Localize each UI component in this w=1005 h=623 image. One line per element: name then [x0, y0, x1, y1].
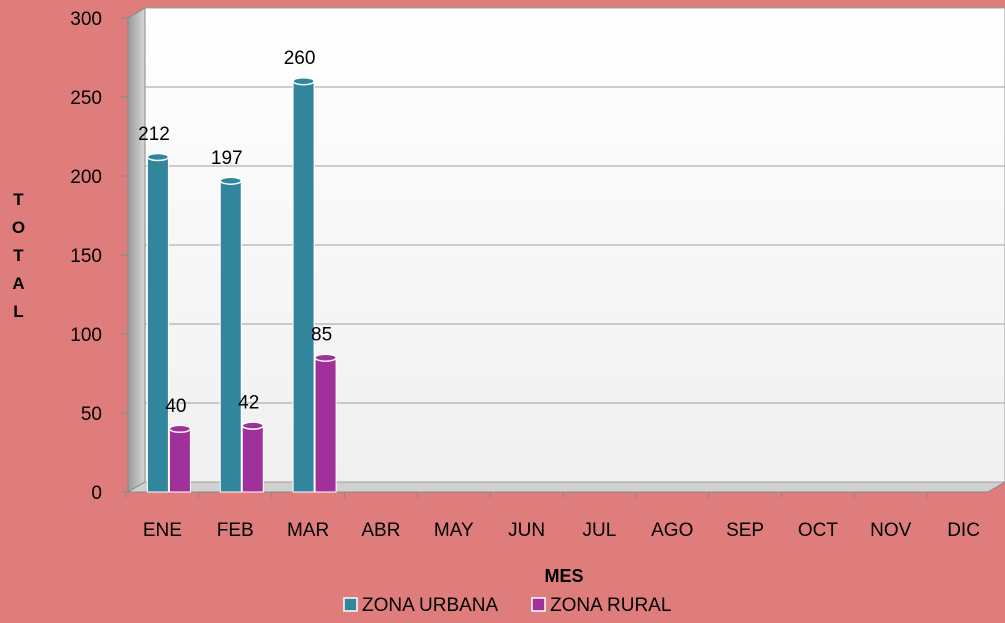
- x-tick-label: MAR: [287, 520, 329, 541]
- x-tick-label: SEP: [726, 520, 764, 541]
- legend-label: ZONA URBANA: [362, 595, 499, 616]
- y-tick-label: 300: [70, 9, 102, 30]
- y-tick-label: 0: [91, 483, 102, 504]
- y-tick-label: 50: [81, 404, 102, 425]
- x-tick-label: NOV: [870, 520, 912, 541]
- legend-label: ZONA RURAL: [550, 595, 671, 616]
- legend-swatch: [343, 597, 358, 612]
- x-tick-label: ENE: [143, 520, 182, 541]
- bar-top: [314, 353, 337, 362]
- bar: [241, 425, 264, 493]
- bar: [168, 428, 191, 493]
- x-tick-label: OCT: [798, 520, 839, 541]
- y-tick-label: 150: [70, 246, 102, 267]
- bar-top: [241, 421, 264, 430]
- bar-top: [168, 424, 192, 434]
- x-tick-label: JUL: [583, 520, 617, 541]
- x-tick-label: AGO: [651, 520, 693, 541]
- bar-top: [292, 76, 315, 86]
- x-tick-label: DIC: [947, 520, 980, 541]
- bar: [292, 80, 315, 493]
- bar: [146, 156, 169, 493]
- bar-top: [146, 152, 170, 162]
- value-label: 212: [138, 124, 170, 145]
- x-axis-label: MES: [544, 566, 583, 586]
- value-label: 197: [211, 148, 243, 169]
- value-label: 85: [311, 325, 332, 346]
- bar-top: [219, 176, 242, 185]
- y-tick-label: 200: [70, 167, 102, 188]
- value-label: 40: [165, 396, 186, 417]
- floor: [126, 481, 1005, 493]
- x-tick-label: FEB: [217, 520, 254, 541]
- legend-swatch: [531, 597, 546, 612]
- x-tick-label: JUN: [508, 520, 545, 541]
- x-tick-label: ABR: [361, 520, 400, 541]
- y-axis-label: TOTAL: [9, 190, 28, 330]
- value-label: 42: [238, 393, 259, 414]
- bar: [314, 357, 337, 493]
- y-tick-label: 100: [70, 325, 102, 346]
- value-label: 260: [284, 48, 316, 69]
- x-tick-label: MAY: [434, 520, 474, 541]
- side-wall: [127, 7, 146, 493]
- y-tick-label: 250: [70, 88, 102, 109]
- bar: [219, 180, 242, 493]
